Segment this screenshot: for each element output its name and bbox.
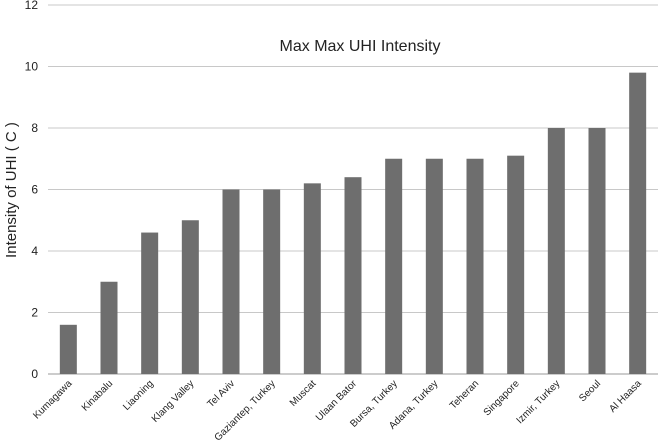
- y-tick-label: 2: [31, 306, 38, 320]
- y-tick-label: 12: [25, 0, 39, 12]
- x-tick-label: Klang Valley: [150, 378, 197, 425]
- bar: [263, 189, 281, 374]
- x-tick-label: Seoul: [577, 378, 603, 404]
- bar: [425, 158, 443, 374]
- y-tick-label: 0: [31, 367, 38, 381]
- x-tick-label: Singapore: [482, 378, 522, 418]
- bar: [588, 128, 606, 374]
- y-tick-labels: 0 2 4 6 8 10 12: [25, 0, 39, 381]
- bar: [181, 220, 199, 374]
- bar: [466, 158, 484, 374]
- x-tick-label: Al Haasa: [607, 378, 644, 415]
- x-tick-label: Izmir, Turkey: [515, 378, 563, 426]
- x-tick-label: Tel Aviv: [205, 378, 237, 410]
- bar: [141, 232, 159, 374]
- x-tick-label: Liaoning: [121, 378, 156, 413]
- bars: [59, 72, 647, 375]
- y-tick-label: 8: [31, 121, 38, 135]
- x-tick-label: Kumagawa: [31, 378, 74, 421]
- y-tick-label: 6: [31, 183, 38, 197]
- y-tick-label: 4: [31, 244, 38, 258]
- chart-title: Max Max UHI Intensity: [280, 38, 441, 55]
- bar: [507, 155, 525, 374]
- bar: [385, 158, 403, 374]
- x-tick-label: Teheran: [448, 378, 481, 411]
- bar: [222, 189, 240, 374]
- y-axis-title: Intensity of UHI ( C ): [3, 122, 20, 258]
- bar: [629, 72, 647, 375]
- x-tick-label: Kinabalu: [80, 378, 115, 413]
- y-tick-label: 10: [25, 60, 39, 74]
- bar: [59, 324, 77, 374]
- bar: [100, 281, 118, 374]
- bar: [547, 128, 565, 374]
- x-tick-label: Muscat: [288, 378, 319, 409]
- bar: [344, 177, 362, 374]
- bar: [303, 183, 321, 374]
